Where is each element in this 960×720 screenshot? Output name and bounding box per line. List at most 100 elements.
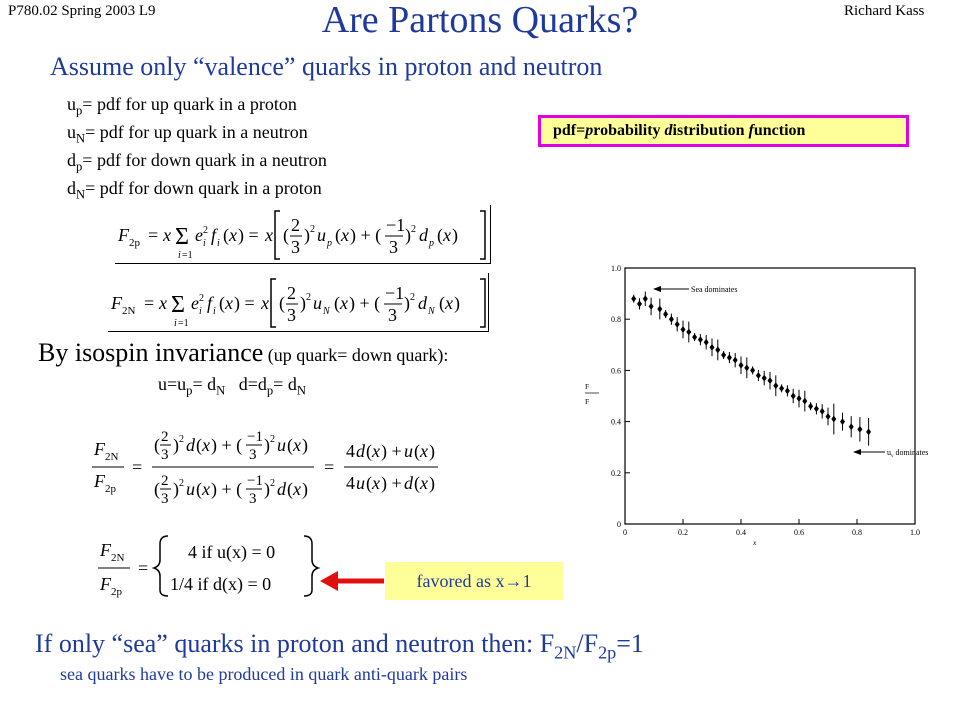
svg-text:(: (: [366, 473, 372, 494]
y-label-num: F: [585, 382, 589, 391]
data-point: [648, 302, 654, 310]
svg-text:x: x: [158, 293, 167, 313]
svg-text:x: x: [419, 473, 428, 493]
x-ticks: 0 0.2 0.4 0.6 0.8 1.0: [623, 519, 920, 537]
svg-text:2: 2: [270, 434, 275, 445]
svg-text:2N: 2N: [111, 552, 125, 564]
svg-text:p: p: [428, 238, 434, 249]
svg-text:3: 3: [249, 491, 257, 507]
svg-text:(: (: [219, 293, 225, 314]
data-point: [732, 356, 738, 364]
svg-text:) + (: ) + (: [349, 293, 380, 314]
svg-text:) + (: ) + (: [350, 225, 381, 246]
svg-text:2: 2: [179, 478, 184, 489]
course-label: P780.02 Spring 2003 L9: [8, 3, 156, 19]
svg-text:x: x: [444, 293, 453, 313]
data-point: [790, 392, 796, 400]
svg-text:x: x: [339, 293, 348, 313]
x-tick-label: 0: [623, 528, 627, 537]
svg-text:x: x: [201, 435, 210, 455]
svg-text:i: i: [174, 318, 177, 329]
svg-text:x: x: [442, 225, 451, 245]
svg-text:3: 3: [161, 447, 169, 463]
svg-text:): ): [264, 435, 270, 456]
svg-text:u: u: [317, 225, 326, 245]
svg-text:2N: 2N: [122, 305, 136, 317]
data-point: [857, 425, 863, 433]
svg-text:1/4 if d(x) = 0: 1/4 if d(x) = 0: [170, 574, 271, 595]
svg-text:3: 3: [291, 237, 300, 257]
data-point: [668, 315, 674, 323]
svg-text:): ): [404, 293, 410, 314]
data-point: [697, 336, 703, 344]
data-point: [715, 346, 721, 354]
svg-text:e: e: [195, 225, 203, 245]
svg-text:(: (: [223, 225, 229, 246]
data-point: [819, 407, 825, 415]
svg-text:2: 2: [410, 292, 415, 303]
data-point: [840, 418, 845, 426]
svg-text:d: d: [186, 435, 196, 455]
svg-text:d: d: [419, 225, 429, 245]
svg-text:): ): [264, 479, 270, 500]
sea-note: sea quarks have to be produced in quark …: [60, 664, 468, 684]
svg-text:x: x: [260, 293, 269, 313]
data-point: [813, 405, 819, 413]
svg-text:2p: 2p: [129, 237, 141, 249]
svg-text:): ): [300, 293, 306, 314]
svg-text:x: x: [340, 225, 349, 245]
svg-text:Σ: Σ: [171, 292, 185, 318]
svg-text:2: 2: [291, 215, 300, 235]
svg-text:(: (: [334, 293, 340, 314]
isospin-relations: u=up= dN d=dp= dN: [158, 374, 306, 398]
svg-text:2: 2: [270, 478, 275, 489]
data-point: [726, 354, 732, 362]
svg-text:d: d: [404, 473, 414, 493]
svg-text:−1: −1: [247, 429, 263, 445]
svg-text:u: u: [313, 293, 322, 313]
svg-text:x: x: [224, 293, 233, 313]
svg-text:N: N: [322, 306, 331, 317]
data-point: [692, 333, 698, 341]
svg-text:(: (: [335, 225, 341, 246]
svg-text:): ): [452, 225, 458, 246]
svg-text:F: F: [99, 574, 112, 594]
svg-text:4: 4: [346, 441, 355, 461]
data-point: [642, 295, 648, 303]
data-point: [680, 325, 686, 333]
svg-text:x: x: [292, 479, 301, 499]
svg-text:(: (: [196, 435, 202, 456]
svg-text:x: x: [162, 225, 171, 245]
svg-text:f: f: [211, 225, 219, 245]
svg-text:2: 2: [161, 429, 169, 445]
svg-text:2: 2: [310, 224, 315, 235]
def-down-neutron: dp= pdf for down quark in a neutron: [67, 150, 327, 174]
svg-text:f: f: [207, 293, 215, 313]
x-tick-label: 0.2: [678, 528, 688, 537]
data-point: [773, 382, 779, 390]
data-point: [721, 351, 727, 359]
data-point: [831, 415, 837, 423]
def-down-proton: dN= pdf for down quark in a proton: [67, 178, 322, 202]
svg-text:(: (: [154, 435, 160, 456]
svg-text:i: i: [203, 238, 206, 249]
svg-text:i: i: [213, 306, 216, 317]
svg-text:(: (: [196, 479, 202, 500]
isospin-heading: By isospin invariance (up quark= down qu…: [38, 338, 449, 367]
svg-text:): ): [302, 435, 308, 456]
svg-text:u: u: [186, 479, 195, 499]
data-points: [631, 291, 872, 446]
x-label: x: [752, 538, 757, 546]
sea-heading: If only “sea” quarks in proton and neutr…: [35, 629, 644, 663]
svg-text:3: 3: [389, 237, 398, 257]
svg-text:3: 3: [287, 305, 296, 325]
svg-text:): ): [173, 435, 179, 456]
svg-text:4 if u(x) = 0: 4 if u(x) = 0: [188, 542, 275, 563]
svg-text:−1: −1: [247, 473, 263, 489]
svg-text:2: 2: [199, 293, 204, 304]
data-point: [866, 428, 872, 436]
svg-text:) +: ) +: [381, 441, 402, 462]
data-point: [825, 412, 831, 420]
svg-text:3: 3: [161, 491, 169, 507]
data-point: [663, 310, 669, 318]
